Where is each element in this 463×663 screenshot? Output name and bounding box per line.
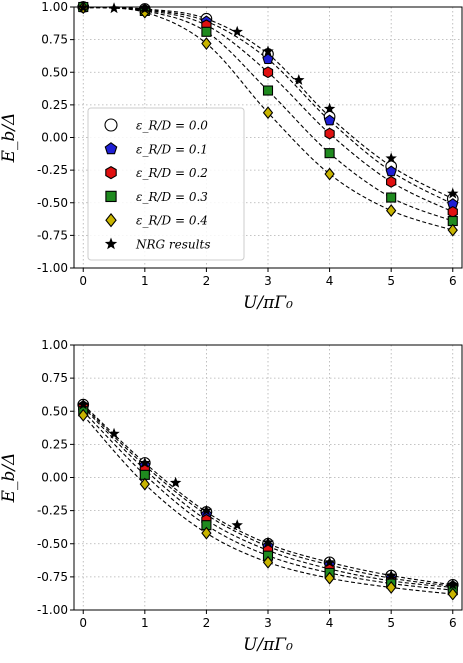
y-tick-label: 0.25 (41, 98, 68, 112)
legend-label: ε_R/D = 0.2 (136, 166, 208, 180)
y-tick-label: 0.50 (41, 65, 68, 79)
nrg-point (200, 504, 213, 516)
x-tick-label: 1 (141, 274, 149, 288)
legend-marker-2 (105, 165, 117, 180)
legend-label: NRG results (135, 238, 210, 252)
series-4-point (447, 223, 458, 237)
y-tick-label: 0.75 (41, 33, 68, 47)
legend-marker-nrg (104, 237, 118, 250)
y-axis-label: E_b/Δ (0, 113, 19, 164)
nrg-point (139, 456, 151, 468)
y-tick-label: -0.75 (37, 228, 68, 242)
nrg-point (139, 2, 151, 14)
series-3-point (201, 26, 212, 37)
legend-label: ε_R/D = 0.3 (136, 190, 208, 204)
top-panel: 0 1 2 3 4 5 6 1.00 0.75 0.50 0.25 0.00 -0.25 -0.50 -0.… (0, 0, 463, 313)
grid (74, 344, 462, 611)
series-4-point (262, 106, 274, 120)
x-tick-label: 2 (203, 616, 211, 630)
x-tick-label: 2 (203, 274, 211, 288)
x-tick-label: 5 (387, 274, 395, 288)
y-tick-label: -0.25 (37, 504, 68, 518)
y-axis-label: E_b/Δ (0, 453, 19, 504)
x-tick-label: 0 (79, 274, 87, 288)
series-4-point (324, 167, 335, 181)
y-tick-label: -0.50 (37, 537, 68, 551)
series-4-point (139, 477, 150, 491)
nrg-point (293, 74, 305, 85)
legend-box (87, 107, 245, 261)
legend-label: ε_R/D = 0.1 (136, 142, 208, 156)
bottom-panel: 0 1 2 3 4 5 6 1.00 0.75 0.50 0.25 0.00 -0.25 -0.50 -0.… (0, 338, 463, 655)
y-tick-label: -1.00 (37, 261, 68, 275)
y-tick-label: 1.00 (41, 0, 68, 14)
series-3-point (386, 192, 397, 203)
y-tick-label: -1.00 (37, 603, 68, 617)
series-4-point (139, 5, 150, 19)
x-axis-label: U/πΓ₀ (243, 293, 293, 313)
x-tick-label: 3 (264, 616, 272, 630)
series-4-point (201, 37, 212, 50)
y-tick-label: 0.00 (41, 131, 68, 145)
series-4-point (386, 204, 397, 218)
series-1-point (385, 165, 397, 177)
series-2-point (447, 205, 458, 218)
series-2-point (262, 66, 274, 79)
nrg-point (323, 102, 336, 114)
nrg-point (108, 2, 120, 14)
series-3-point (262, 85, 274, 96)
nrg-point (447, 187, 459, 199)
x-tick-label: 6 (449, 616, 457, 630)
y-tick-label: -0.25 (37, 163, 68, 177)
series-4-point (386, 581, 397, 594)
x-tick-label: 4 (326, 274, 334, 288)
legend-label: ε_R/D = 0.0 (136, 119, 208, 133)
series-4-point (447, 587, 458, 601)
nrg-point (77, 398, 89, 410)
nrg-point (231, 25, 243, 37)
legend-marker-4 (105, 213, 117, 228)
series-4-point (78, 408, 89, 422)
series-1-point (262, 53, 274, 65)
x-tick-label: 1 (141, 616, 149, 630)
nrg-point (262, 45, 274, 57)
y-tick-label: 0.75 (41, 371, 68, 385)
nrg-point (231, 519, 243, 531)
x-tick-label: 0 (79, 616, 87, 630)
y-tick-label: 0.25 (41, 437, 68, 451)
series-4-point (201, 526, 212, 540)
series-4-point (262, 555, 274, 569)
nrg-point (169, 476, 182, 488)
legend-marker-3 (105, 190, 117, 203)
y-tick-label: -0.75 (37, 570, 68, 584)
nrg-point (323, 556, 336, 568)
series-3-point (324, 148, 335, 159)
nrg-point (108, 427, 120, 439)
legend-label: ε_R/D = 0.4 (136, 214, 208, 228)
y-tick-label: -0.50 (37, 196, 68, 210)
y-tick-label: 0.00 (41, 471, 68, 485)
nrg-point (385, 152, 397, 164)
nrg-point (262, 536, 274, 548)
x-tick-label: 3 (264, 274, 272, 288)
series-4-point (324, 571, 335, 585)
series-1-point (323, 114, 336, 126)
x-tick-label: 4 (326, 616, 334, 630)
legend: ε_R/D = 0.0 ε_R/D = 0.1 ε_R/D = 0.2 ε_R/D =… (87, 107, 245, 261)
y-tick-label: 1.00 (41, 338, 68, 352)
y-tick-label: 0.50 (41, 404, 68, 418)
legend-marker-1 (104, 142, 118, 155)
x-tick-label: 5 (387, 616, 395, 630)
series-2-point (324, 127, 335, 140)
nrg-point (447, 578, 459, 590)
series-2-point (386, 175, 397, 188)
x-tick-label: 6 (449, 274, 457, 288)
nrg-point (385, 569, 397, 581)
x-axis-label: U/πΓ₀ (243, 635, 293, 655)
legend-marker-0 (104, 118, 118, 132)
